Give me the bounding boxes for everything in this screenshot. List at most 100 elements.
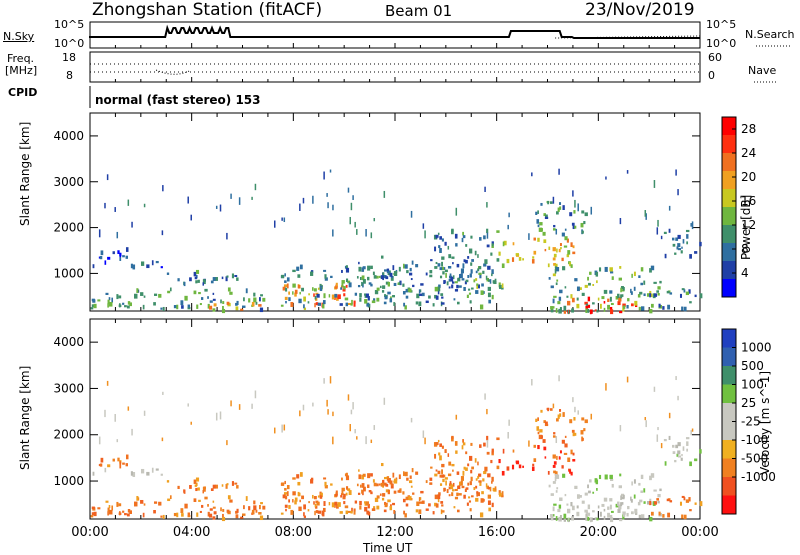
velocity-cell xyxy=(609,514,613,518)
velocity-cell xyxy=(515,460,519,464)
velocity-cell xyxy=(418,497,421,502)
velocity-cell xyxy=(487,494,492,499)
velocity-cell xyxy=(193,479,197,484)
power-cell xyxy=(312,287,314,291)
velocity-cell xyxy=(656,498,660,501)
power-cell xyxy=(258,304,262,307)
velocity-cell xyxy=(592,510,595,513)
velocity-cell xyxy=(566,503,569,506)
velocity-cell xyxy=(580,430,584,435)
power-cell xyxy=(108,301,113,307)
power-cell xyxy=(221,276,224,280)
power-cell xyxy=(601,296,605,300)
velocity-cell xyxy=(410,485,413,488)
power-cell xyxy=(297,284,301,289)
power-cell xyxy=(235,306,239,311)
velocity-cell xyxy=(367,473,371,479)
power-cell xyxy=(181,305,184,309)
velocity-cell xyxy=(104,467,107,473)
power-cell xyxy=(441,261,443,267)
power-cell xyxy=(376,287,380,291)
power-cell xyxy=(326,193,328,197)
velocity-cell xyxy=(564,435,567,438)
power-cell xyxy=(478,272,482,275)
velocity-colorbar-segment xyxy=(722,329,736,348)
power-cell xyxy=(323,171,325,180)
power-cell xyxy=(207,303,210,309)
power-cell xyxy=(561,232,565,237)
velocity-cell xyxy=(631,481,633,486)
velocity-cell xyxy=(444,477,448,480)
velocity-cell xyxy=(685,437,690,440)
velocity-cell xyxy=(556,474,560,479)
velocity-cell xyxy=(571,429,575,433)
velocity-cell xyxy=(374,497,379,503)
power-cell xyxy=(622,303,626,307)
power-cell xyxy=(243,297,245,302)
velocity-cell xyxy=(209,508,213,511)
velocity-cell xyxy=(453,506,456,509)
power-cell xyxy=(479,237,482,241)
power-cell xyxy=(292,283,296,288)
power-cell xyxy=(631,273,633,278)
power-cell xyxy=(537,237,540,242)
velocity-cell xyxy=(689,509,692,512)
power-cell xyxy=(571,297,575,303)
velocity-cell xyxy=(643,488,646,493)
velocity-cell xyxy=(119,463,122,469)
velocity-cell xyxy=(594,517,597,520)
velocity-cell xyxy=(531,466,535,472)
power-cell xyxy=(343,286,346,290)
velocity-cell xyxy=(558,456,561,460)
nsky-trace xyxy=(89,24,700,39)
velocity-cell xyxy=(310,479,314,484)
power-cell xyxy=(643,280,646,285)
velocity-cell xyxy=(618,485,623,489)
velocity-cell xyxy=(403,510,406,515)
velocity-cell xyxy=(99,463,103,467)
velocity-cell xyxy=(343,493,346,498)
power-cell xyxy=(674,252,677,255)
power-cell xyxy=(92,264,95,269)
power-cell xyxy=(531,172,533,177)
power-cell xyxy=(477,254,479,258)
velocity-cell xyxy=(258,511,262,515)
power-cell xyxy=(599,303,602,309)
power-cell xyxy=(689,301,692,304)
velocity-cell xyxy=(390,504,392,507)
power-cell xyxy=(559,307,562,312)
velocity-cell xyxy=(399,488,402,493)
power-cell xyxy=(290,302,294,307)
power-cell xyxy=(418,289,421,294)
velocity-cell xyxy=(288,505,291,509)
power-cell xyxy=(381,290,385,293)
velocity-cell xyxy=(350,409,353,415)
velocity-cell xyxy=(91,512,94,516)
velocity-cell xyxy=(389,480,393,485)
power-cell xyxy=(415,301,419,305)
power-cell xyxy=(331,294,335,300)
velocity-cell xyxy=(621,502,624,505)
power-cell xyxy=(552,247,556,252)
power-cell xyxy=(548,246,551,250)
velocity-colorbar-segment xyxy=(722,403,736,422)
velocity-cell xyxy=(547,407,550,412)
velocity-cell xyxy=(422,430,425,439)
power-cell xyxy=(531,259,535,264)
power-cell xyxy=(617,301,621,306)
velocity-cell xyxy=(574,406,576,413)
power-cell xyxy=(347,280,351,284)
power-cell xyxy=(594,309,597,312)
velocity-cell xyxy=(603,497,608,502)
velocity-cell xyxy=(428,503,431,507)
velocity-cell xyxy=(403,471,405,477)
velocity-cell xyxy=(212,500,215,503)
velocity-cell xyxy=(354,500,358,504)
power-cell xyxy=(564,286,567,289)
power-cell xyxy=(376,275,379,279)
velocity-cell xyxy=(382,493,386,497)
velocity-cell xyxy=(198,499,201,502)
velocity-cell xyxy=(552,514,555,517)
power-cell xyxy=(389,272,393,277)
velocity-cell xyxy=(563,516,567,522)
